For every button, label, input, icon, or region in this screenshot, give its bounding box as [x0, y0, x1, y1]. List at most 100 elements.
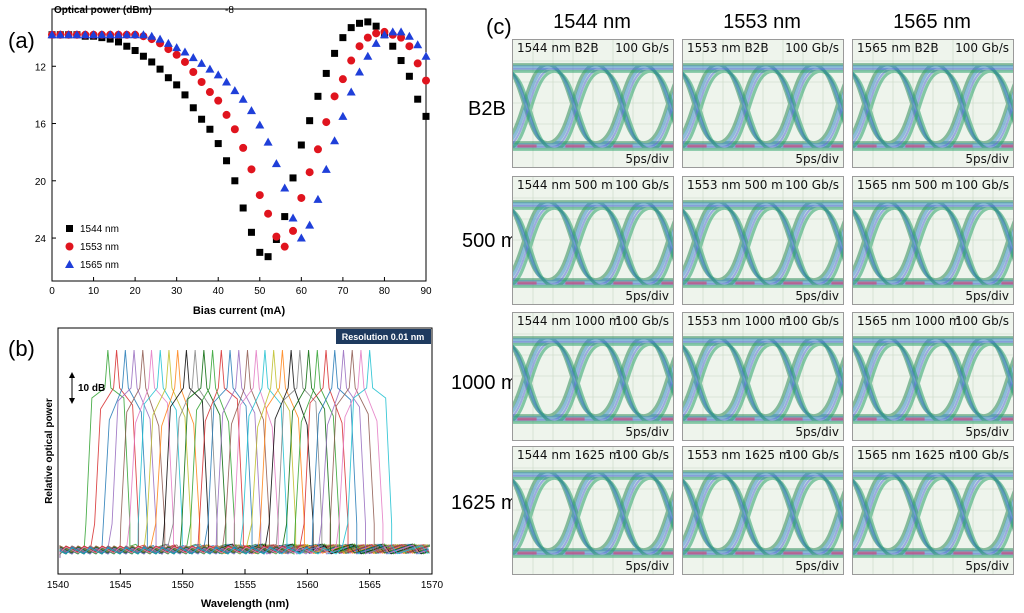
data-point-triangle	[313, 194, 323, 203]
data-point-square	[289, 174, 297, 182]
data-point-circle	[180, 57, 189, 66]
eye-diagram-trace	[853, 313, 1013, 440]
data-point-triangle	[338, 111, 348, 120]
x-tick-label: 1570	[421, 580, 444, 591]
data-point-square	[364, 18, 372, 26]
eye-cell-timescale: 5ps/div	[795, 152, 839, 166]
data-point-square	[339, 34, 347, 42]
chart-b-spectra	[59, 349, 431, 558]
row-header-500m: 500 m	[462, 230, 518, 252]
data-point-square	[256, 248, 264, 256]
data-point-triangle	[222, 77, 232, 86]
chart-a-ticks: 0 10 20 30 40 50 60 70 80 90 -8 12 16 20 24	[35, 5, 432, 297]
eye-cell-rate: 100 Gb/s	[785, 178, 839, 192]
legend-label-1553: 1553 nm	[80, 242, 119, 253]
data-point-square	[331, 49, 339, 57]
eye-cell-title: 1544 nm 1625 m	[517, 448, 621, 462]
data-point-triangle	[396, 27, 406, 36]
spectrum-line	[59, 349, 429, 555]
eye-cell-title: 1565 nm 1000 m	[857, 314, 961, 328]
data-point-triangle	[305, 220, 315, 229]
data-point-triangle	[55, 30, 65, 39]
eye-cell-rate: 100 Gb/s	[785, 41, 839, 55]
data-point-triangle	[205, 64, 215, 73]
x-tick-label: 30	[171, 286, 183, 297]
data-point-triangle	[89, 30, 99, 39]
data-point-triangle	[379, 30, 389, 39]
data-point-circle	[338, 75, 347, 84]
data-point-circle	[239, 143, 248, 152]
eye-diagram-trace	[513, 177, 673, 304]
eye-diagram-cell: 1553 nm 500 m 100 Gb/s 5ps/div	[682, 176, 844, 305]
data-point-triangle	[288, 213, 298, 222]
eye-diagram-trace	[853, 40, 1013, 167]
data-point-square	[414, 95, 422, 103]
row-header-b2b: B2B	[468, 98, 506, 120]
spectrum-line	[59, 349, 427, 554]
data-point-triangle	[246, 106, 256, 115]
chart-b-xlabel: Wavelength (nm)	[201, 598, 290, 610]
data-point-circle	[330, 92, 339, 101]
x-tick-label: 1555	[234, 580, 257, 591]
eye-diagram-trace	[853, 177, 1013, 304]
row-header-1000m: 1000 m	[451, 372, 518, 394]
panel-label-b: (b)	[8, 336, 35, 361]
eye-diagram-cell: 1544 nm 1000 m 100 Gb/s 5ps/div	[512, 312, 674, 441]
y-tick-label: -8	[225, 5, 234, 16]
data-point-triangle	[280, 183, 290, 192]
data-point-triangle	[180, 47, 190, 56]
eye-cell-timescale: 5ps/div	[795, 425, 839, 439]
eye-diagram-trace	[513, 447, 673, 574]
x-tick-label: 50	[254, 286, 266, 297]
data-point-square	[239, 204, 247, 212]
data-point-square	[356, 19, 364, 27]
legend-marker-1553	[65, 242, 74, 251]
data-point-triangle	[388, 27, 398, 36]
panel-label-c: (c)	[486, 14, 512, 39]
data-point-square	[397, 57, 405, 65]
data-point-triangle	[72, 30, 82, 39]
data-point-triangle	[122, 30, 132, 39]
data-point-triangle	[346, 87, 356, 96]
data-point-circle	[305, 168, 314, 177]
scale-label: 10 dB	[78, 383, 105, 394]
eye-cell-timescale: 5ps/div	[795, 289, 839, 303]
data-point-triangle	[197, 58, 207, 67]
data-point-square	[389, 42, 397, 50]
eye-cell-timescale: 5ps/div	[965, 152, 1009, 166]
data-point-square	[206, 125, 214, 133]
x-tick-label: 10	[88, 286, 100, 297]
eye-cell-rate: 100 Gb/s	[955, 41, 1009, 55]
data-point-triangle	[147, 31, 157, 40]
eye-cell-title: 1553 nm 1625 m	[687, 448, 791, 462]
eye-cell-timescale: 5ps/div	[625, 425, 669, 439]
data-point-triangle	[113, 30, 123, 39]
data-point-square	[123, 42, 131, 50]
eye-diagram-cell: 1565 nm B2B 100 Gb/s 5ps/div	[852, 39, 1014, 168]
resolution-box	[336, 329, 431, 344]
data-point-triangle	[105, 30, 115, 39]
data-point-square	[106, 35, 114, 43]
chart-a-ylabel: Optical power (dBm)	[54, 5, 152, 16]
eye-diagram-trace	[683, 313, 843, 440]
eye-cell-rate: 100 Gb/s	[615, 314, 669, 328]
eye-diagram-cell: 1565 nm 1000 m 100 Gb/s 5ps/div	[852, 312, 1014, 441]
spectrum-line	[59, 349, 425, 555]
data-point-square	[281, 213, 289, 221]
eye-diagram-trace	[683, 177, 843, 304]
eye-cell-timescale: 5ps/div	[965, 559, 1009, 573]
legend-marker-1565	[65, 260, 74, 268]
data-point-triangle	[64, 30, 74, 39]
data-point-triangle	[163, 38, 173, 47]
eye-cell-timescale: 5ps/div	[965, 425, 1009, 439]
eye-diagram-trace	[513, 40, 673, 167]
data-point-triangle	[47, 30, 57, 39]
legend-label-1565: 1565 nm	[80, 260, 119, 271]
x-tick-label: 90	[420, 286, 432, 297]
data-point-circle	[189, 67, 198, 76]
chart-b-ylabel: Relative optical power	[44, 398, 55, 504]
data-point-triangle	[97, 30, 107, 39]
data-point-triangle	[421, 51, 431, 60]
data-point-circle	[205, 88, 214, 97]
scale-bar	[69, 372, 75, 404]
